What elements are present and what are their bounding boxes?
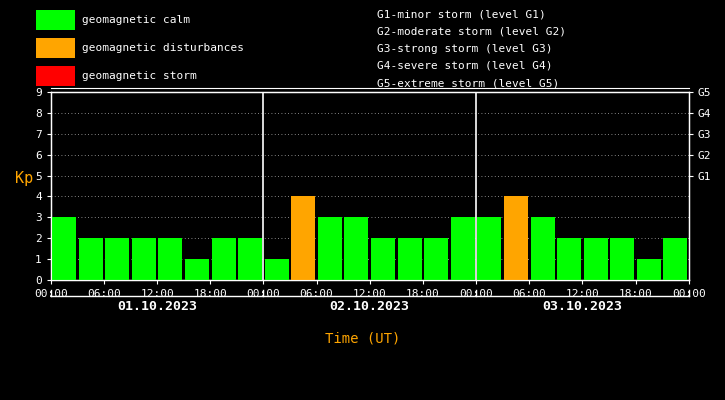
Text: 03.10.2023: 03.10.2023 [542, 300, 623, 313]
Bar [265, 259, 289, 280]
Bar [291, 196, 315, 280]
Text: geomagnetic calm: geomagnetic calm [82, 15, 190, 25]
Bar [663, 238, 687, 280]
Bar [185, 259, 209, 280]
Bar [531, 217, 555, 280]
Bar [477, 217, 501, 280]
Bar [637, 259, 661, 280]
Bar [36, 10, 75, 30]
Bar [36, 38, 75, 58]
Bar [584, 238, 608, 280]
Text: G3-strong storm (level G3): G3-strong storm (level G3) [377, 44, 552, 54]
Bar [212, 238, 236, 280]
Bar [344, 217, 368, 280]
Text: 02.10.2023: 02.10.2023 [330, 300, 410, 313]
Bar [105, 238, 129, 280]
Text: geomagnetic disturbances: geomagnetic disturbances [82, 43, 244, 53]
Bar [504, 196, 528, 280]
Bar [78, 238, 103, 280]
Text: G4-severe storm (level G4): G4-severe storm (level G4) [377, 61, 552, 71]
Text: geomagnetic storm: geomagnetic storm [82, 71, 196, 81]
Text: G5-extreme storm (level G5): G5-extreme storm (level G5) [377, 78, 559, 88]
Bar [132, 238, 156, 280]
Bar [397, 238, 421, 280]
Bar [371, 238, 395, 280]
Bar [557, 238, 581, 280]
Bar [238, 238, 262, 280]
Text: 01.10.2023: 01.10.2023 [117, 300, 197, 313]
Bar [52, 217, 76, 280]
Bar [318, 217, 341, 280]
Text: G2-moderate storm (level G2): G2-moderate storm (level G2) [377, 26, 566, 37]
Bar [424, 238, 448, 280]
Bar [610, 238, 634, 280]
Text: Time (UT): Time (UT) [325, 332, 400, 346]
Bar [36, 66, 75, 86]
Bar [158, 238, 182, 280]
Text: G1-minor storm (level G1): G1-minor storm (level G1) [377, 9, 545, 19]
Y-axis label: Kp: Kp [14, 171, 33, 186]
Bar [451, 217, 475, 280]
